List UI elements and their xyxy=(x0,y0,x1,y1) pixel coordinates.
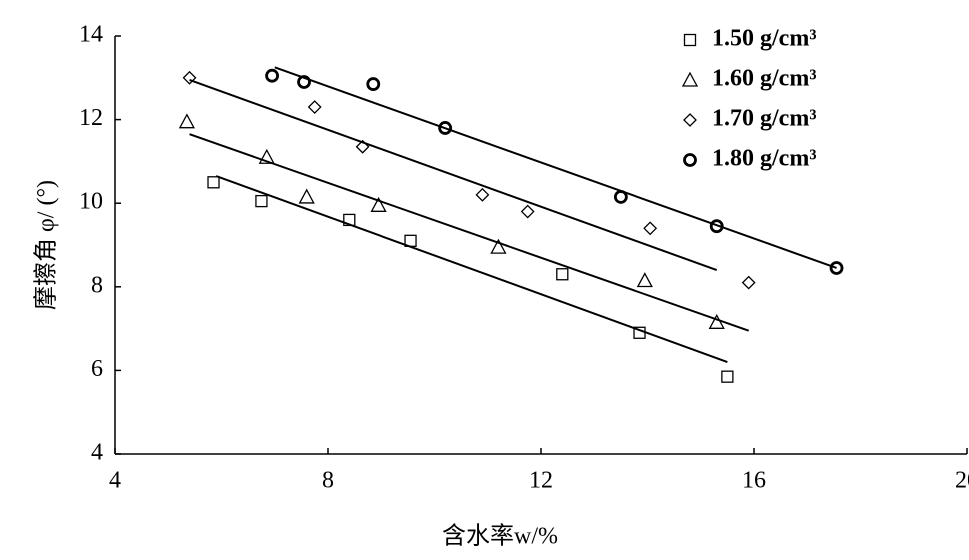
point xyxy=(297,75,311,89)
trend-line xyxy=(189,133,750,332)
point xyxy=(298,188,315,204)
point xyxy=(709,219,724,234)
y-tick-label: 14 xyxy=(79,22,103,48)
point xyxy=(681,71,699,87)
point xyxy=(370,196,387,212)
point xyxy=(343,213,356,227)
trend-line xyxy=(215,175,728,363)
x-tick-label: 16 xyxy=(742,468,766,494)
x-tick-label: 20 xyxy=(955,468,969,494)
point xyxy=(475,187,490,202)
y-tick-label: 8 xyxy=(91,272,103,298)
point xyxy=(438,121,453,135)
point xyxy=(178,113,195,129)
point xyxy=(520,204,535,219)
point xyxy=(741,275,756,290)
y-tick-label: 12 xyxy=(79,105,103,131)
trend-line xyxy=(274,66,837,269)
y-axis-label: 摩擦角 φ/ (°) xyxy=(33,180,60,310)
legend-label: 1.80 g/cm³ xyxy=(712,146,817,172)
x-tick-label: 4 xyxy=(109,468,121,494)
point xyxy=(556,268,569,281)
point xyxy=(404,234,417,247)
point xyxy=(355,139,370,154)
point xyxy=(207,176,220,189)
point xyxy=(182,70,197,85)
legend-label: 1.60 g/cm³ xyxy=(712,66,817,92)
point xyxy=(829,261,844,275)
point xyxy=(683,113,697,127)
point xyxy=(636,272,653,288)
point xyxy=(613,190,628,204)
legend-label: 1.50 g/cm³ xyxy=(712,26,817,52)
y-tick-label: 10 xyxy=(79,189,103,215)
x-axis-label: 含水率w/% xyxy=(442,523,558,550)
point xyxy=(683,33,697,47)
point xyxy=(708,313,725,329)
x-tick-label: 12 xyxy=(529,468,553,494)
y-tick-label: 6 xyxy=(91,356,103,382)
y-tick-label: 4 xyxy=(91,440,103,466)
trend-line xyxy=(189,78,718,272)
point xyxy=(366,77,381,91)
point xyxy=(255,194,268,208)
legend-label: 1.70 g/cm³ xyxy=(712,106,817,132)
x-tick-label: 8 xyxy=(322,468,334,494)
point xyxy=(258,148,275,164)
point xyxy=(643,221,658,236)
point xyxy=(265,68,279,83)
point xyxy=(633,326,646,339)
point xyxy=(490,238,507,254)
point xyxy=(683,153,697,167)
point xyxy=(721,370,734,383)
point xyxy=(307,100,322,114)
